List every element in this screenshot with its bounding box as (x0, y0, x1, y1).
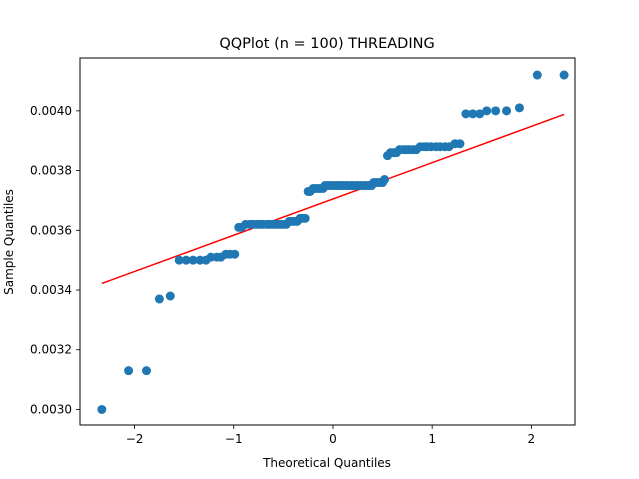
x-tick-label: 0 (329, 432, 337, 446)
chart-title: QQPlot (n = 100) THREADING (219, 36, 434, 52)
data-point (181, 255, 191, 265)
data-point (532, 70, 542, 80)
x-axis-label: Theoretical Quantiles (262, 456, 391, 470)
data-point (165, 291, 175, 301)
reference-line (101, 113, 565, 285)
data-point (468, 109, 478, 119)
data-point (380, 175, 390, 185)
data-point (514, 103, 524, 113)
data-point (475, 109, 485, 119)
data-point (154, 294, 164, 304)
data-point (141, 366, 151, 376)
plot-area (79, 57, 576, 426)
data-point (300, 213, 310, 223)
x-tick-label: 2 (528, 432, 536, 446)
plot-frame (79, 57, 576, 426)
y-tick-label: 0.0038 (30, 164, 72, 178)
data-point (124, 366, 134, 376)
data-point (559, 70, 569, 80)
y-axis-ticks: 0.0030 0.0032 0.0034 0.0036 0.0038 0.0040 (30, 104, 80, 416)
points-layer (97, 70, 569, 414)
data-point (461, 109, 471, 119)
data-point (97, 404, 107, 414)
data-point (230, 249, 240, 259)
y-tick-label: 0.0036 (30, 223, 72, 237)
data-point (482, 106, 492, 116)
y-tick-label: 0.0030 (30, 402, 72, 416)
x-tick-label: 1 (428, 432, 436, 446)
data-point (455, 139, 465, 149)
data-point (502, 106, 512, 116)
x-tick-label: −1 (225, 432, 243, 446)
data-point (188, 255, 198, 265)
data-point (174, 255, 184, 265)
reference-line-layer (101, 113, 565, 285)
x-axis-ticks: −2 −1 0 1 2 (126, 425, 535, 446)
x-tick-label: −2 (126, 432, 144, 446)
data-point (491, 106, 501, 116)
y-tick-label: 0.0032 (30, 343, 72, 357)
y-tick-label: 0.0034 (30, 283, 72, 297)
y-axis-label: Sample Quantiles (2, 189, 16, 295)
y-tick-label: 0.0040 (30, 104, 72, 118)
